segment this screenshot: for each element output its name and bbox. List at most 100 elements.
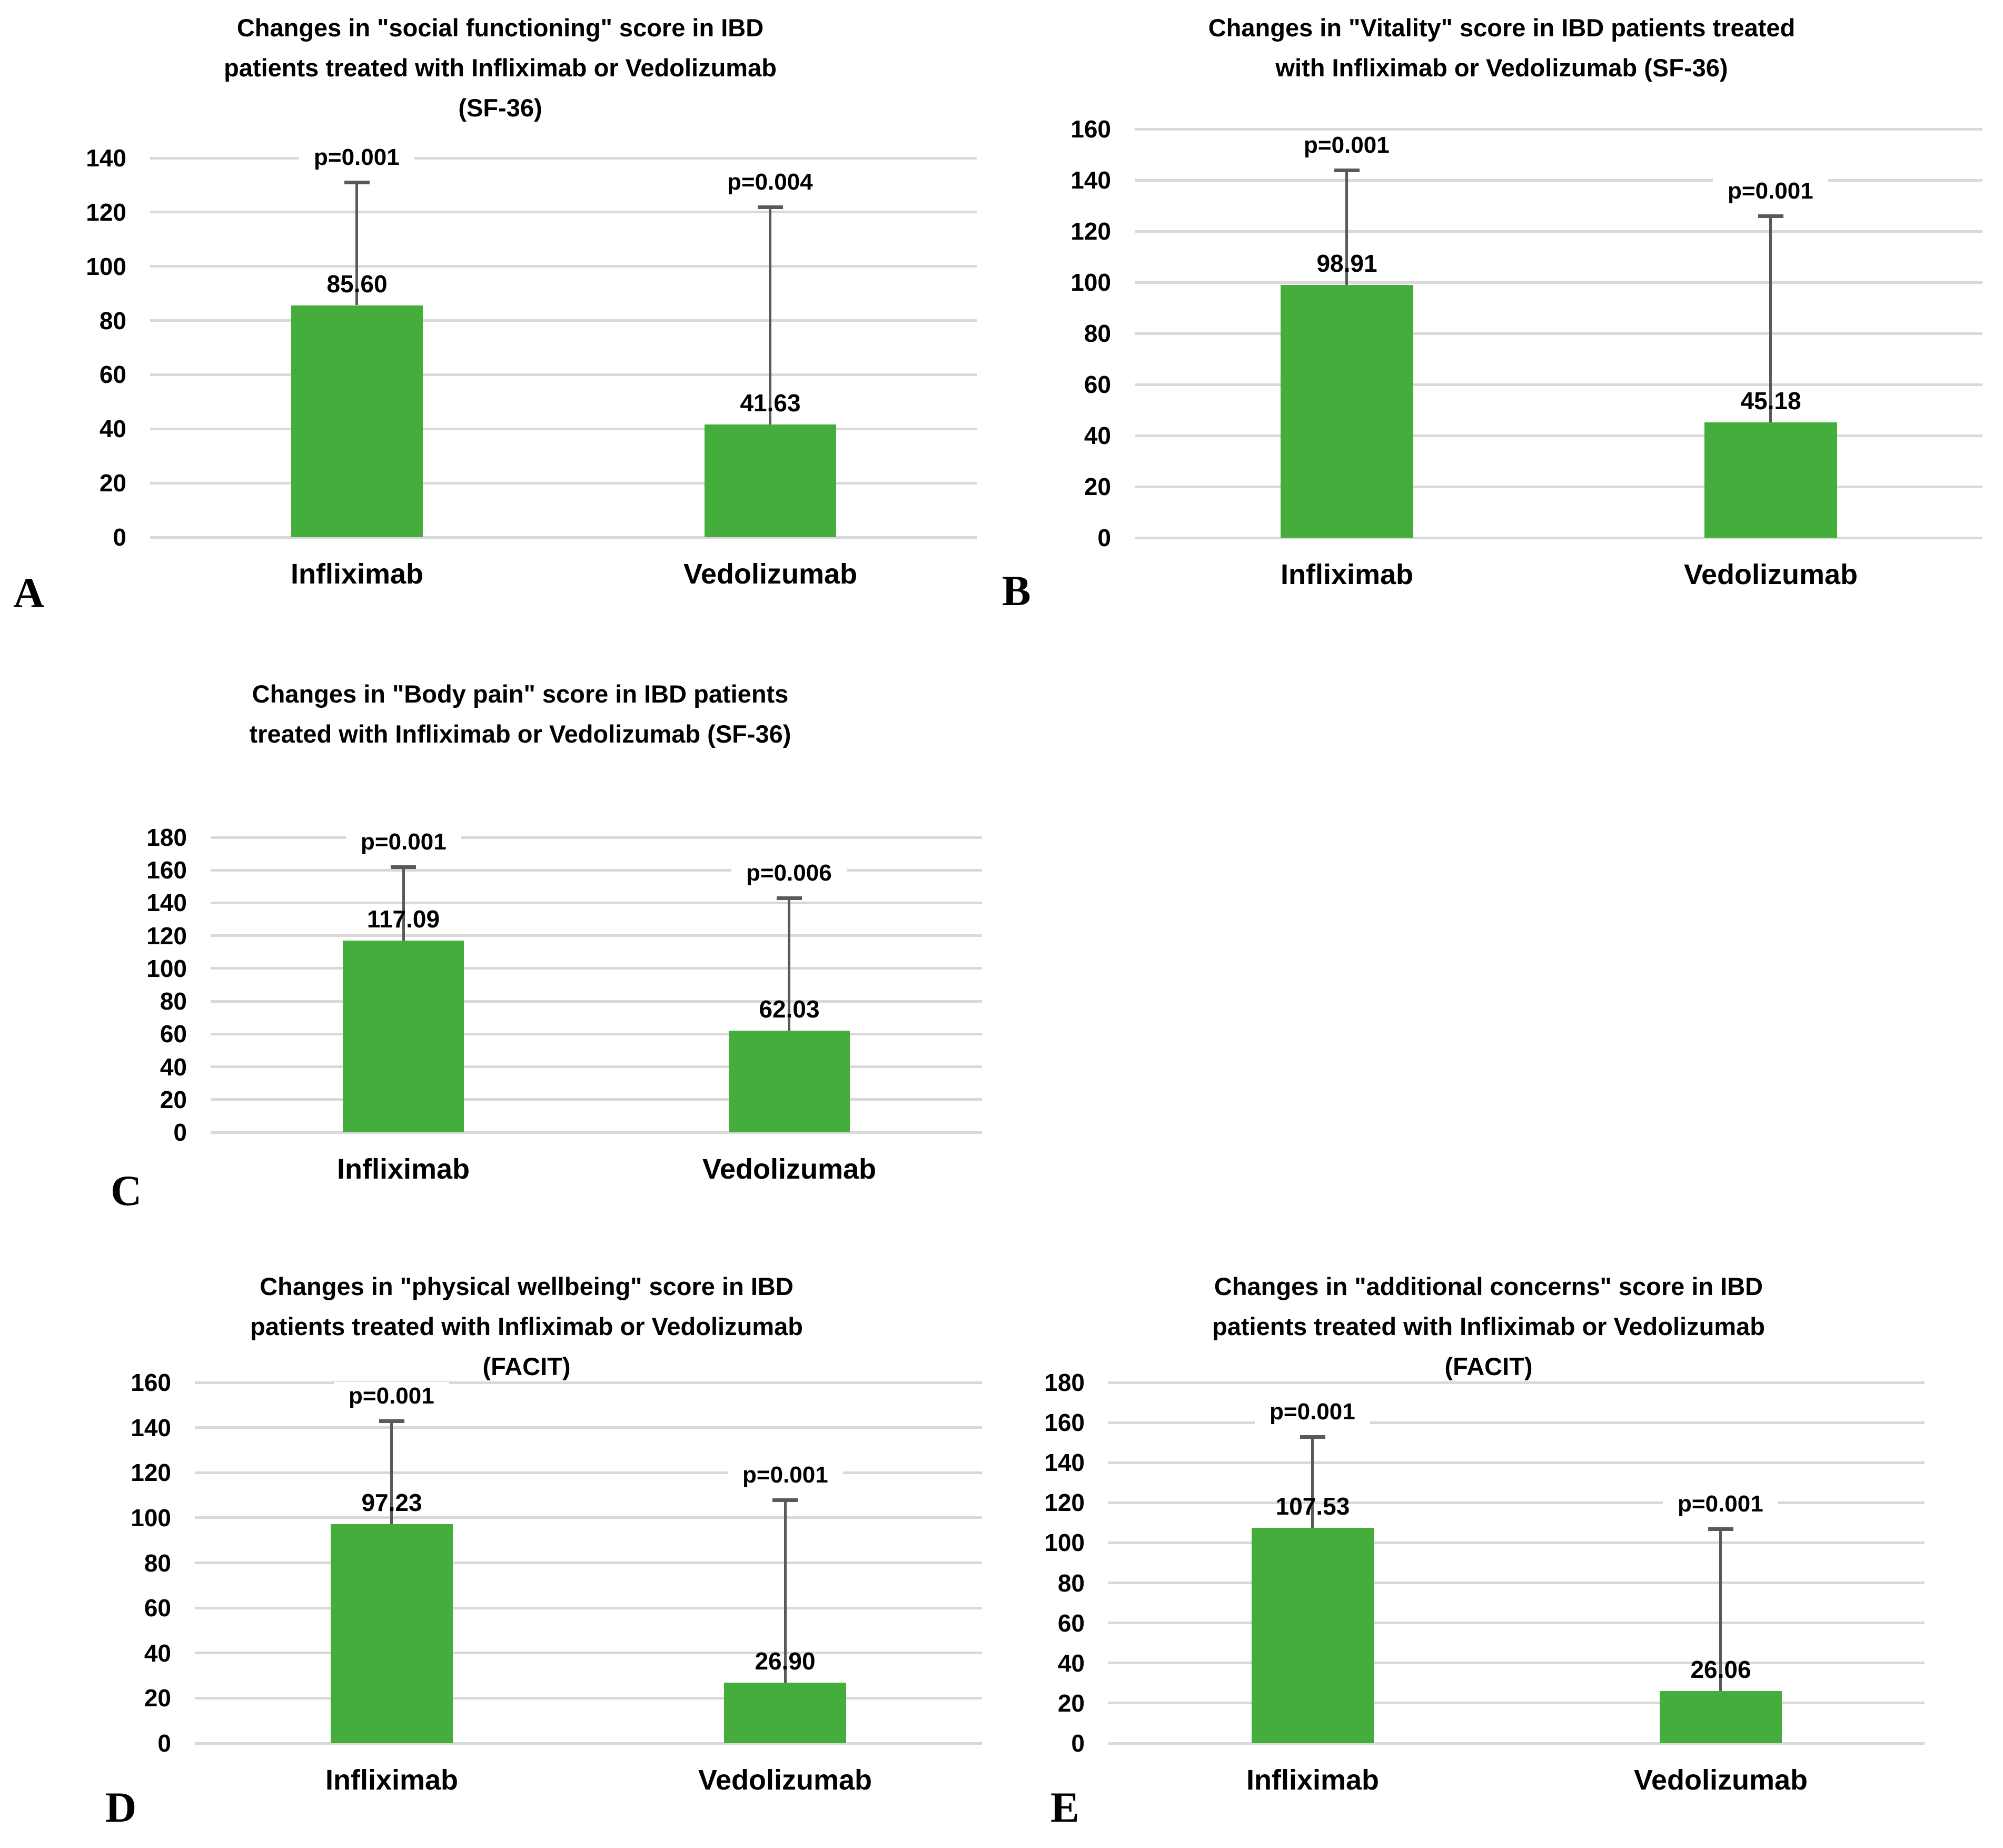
y-axis-tick-label: 80 [99, 307, 126, 334]
gridline-y40 [1108, 1662, 1925, 1664]
chart-title-line: (SF-36) [458, 94, 542, 122]
bar-vedolizumab [724, 1683, 846, 1743]
chart-panel-c: Changes in "Body pain" score in IBD pati… [47, 661, 993, 1243]
error-bar [1345, 170, 1348, 285]
gridline-y80 [195, 1562, 982, 1564]
gridline-y20 [211, 1098, 982, 1101]
gridline-y0 [195, 1742, 982, 1745]
chart-title: Changes in "additional concerns" score i… [1082, 1267, 1895, 1387]
chart-title-line: Changes in "Vitality" score in IBD patie… [1208, 14, 1796, 42]
gridline-y100 [1135, 281, 1982, 284]
y-axis-tick-label: 120 [146, 922, 187, 950]
error-bar-cap [391, 865, 416, 869]
y-axis-tick-label: 140 [146, 889, 187, 916]
gridline-y180 [1108, 1381, 1925, 1384]
bar-vedolizumab [729, 1031, 850, 1132]
y-axis-tick-label: 120 [131, 1459, 171, 1486]
p-value-label: p=0.004 [712, 168, 828, 196]
p-value-label: p=0.001 [1255, 1398, 1370, 1426]
chart-title-line: Changes in "Body pain" score in IBD pati… [252, 680, 789, 708]
bar-infliximab [343, 941, 464, 1132]
y-axis-tick-label: 0 [157, 1730, 171, 1757]
y-axis-tick-label: 100 [131, 1504, 171, 1531]
y-axis-tick-label: 160 [131, 1369, 171, 1396]
bar-infliximab [291, 305, 423, 537]
y-axis-tick-label: 80 [144, 1549, 171, 1577]
gridline-y80 [150, 319, 977, 322]
gridline-y40 [211, 1065, 982, 1068]
x-axis-category-label: Vedolizumab [702, 1153, 877, 1185]
chart-title-line: (FACIT) [482, 1352, 571, 1381]
error-bar [769, 207, 771, 424]
gridline-y20 [195, 1697, 982, 1699]
bar-value-label: 45.18 [1740, 387, 1801, 414]
chart-title-line: Changes in "social functioning" score in… [236, 14, 764, 42]
panel-letter-a: A [13, 569, 45, 617]
y-axis-tick-label: 0 [1071, 1730, 1085, 1757]
y-axis-tick-label: 60 [1084, 371, 1111, 398]
error-bar-cap [1758, 214, 1783, 218]
y-axis-tick-label: 60 [160, 1020, 187, 1047]
chart-title-line: Changes in "physical wellbeing" score in… [260, 1272, 794, 1300]
bar-infliximab [1281, 285, 1413, 538]
chart-panel-e: Changes in "additional concerns" score i… [1027, 1253, 1951, 1847]
bar-infliximab [1252, 1528, 1374, 1743]
gridline-y0 [211, 1131, 982, 1134]
p-value-label: p=0.001 [1289, 131, 1404, 160]
gridline-y140 [150, 157, 977, 160]
bar-vedolizumab [1660, 1691, 1782, 1743]
gridline-y80 [1135, 332, 1982, 335]
error-bar-cap [1334, 169, 1360, 172]
y-axis-tick-label: 120 [1070, 218, 1111, 245]
y-axis-tick-label: 40 [144, 1639, 171, 1667]
chart-title-line: treated with Infliximab or Vedolizumab (… [249, 720, 791, 748]
y-axis-tick-label: 40 [160, 1053, 187, 1081]
y-axis-tick-label: 100 [1070, 269, 1111, 296]
bar-value-label: 26.06 [1690, 1656, 1751, 1683]
gridline-y160 [195, 1381, 982, 1384]
x-axis-category-label: Infliximab [336, 1153, 470, 1185]
gridline-y100 [1108, 1541, 1925, 1544]
gridline-y140 [195, 1426, 982, 1429]
bar-value-label: 117.09 [366, 905, 440, 933]
error-bar-cap [344, 181, 370, 184]
y-axis-tick-label: 0 [1097, 524, 1111, 551]
chart-title: Changes in "Body pain" score in IBD pati… [104, 674, 936, 754]
chart-title-line: patients treated with Infliximab or Vedo… [250, 1312, 803, 1341]
chart-title: Changes in "social functioning" score in… [60, 8, 940, 128]
gridline-y0 [1135, 537, 1982, 539]
p-value-label: p=0.001 [334, 1382, 449, 1410]
gridline-y20 [150, 482, 977, 485]
chart-title: Changes in "Vitality" score in IBD patie… [1060, 8, 1943, 88]
y-axis-tick-label: 40 [1057, 1649, 1085, 1677]
error-bar [784, 1500, 787, 1683]
gridline-y160 [211, 869, 982, 872]
y-axis-tick-label: 60 [1057, 1609, 1085, 1637]
chart-title: Changes in "physical wellbeing" score in… [110, 1267, 944, 1387]
y-axis-tick-label: 20 [99, 469, 126, 497]
bar-value-label: 97.23 [361, 1489, 422, 1516]
gridline-y60 [150, 373, 977, 376]
y-axis-tick-label: 80 [1057, 1569, 1085, 1597]
y-axis-tick-label: 140 [86, 144, 126, 172]
gridline-y20 [1135, 486, 1982, 488]
chart-title-line: with Infliximab or Vedolizumab (SF-36) [1275, 54, 1728, 82]
error-bar-cap [379, 1419, 404, 1423]
gridline-y100 [211, 967, 982, 970]
chart-panel-d: Changes in "physical wellbeing" score in… [53, 1253, 1000, 1847]
x-axis-category-label: Vedolizumab [1633, 1764, 1808, 1796]
chart-title-line: patients treated with Infliximab or Vedo… [1212, 1312, 1765, 1341]
p-value-label: p=0.001 [1713, 177, 1828, 205]
error-bar [402, 867, 405, 941]
error-bar-cap [772, 1498, 798, 1502]
chart-panel-b: Changes in "Vitality" score in IBD patie… [1000, 0, 2003, 619]
gridline-y140 [211, 902, 982, 904]
p-value-label: p=0.001 [346, 828, 461, 856]
gridline-y140 [1135, 179, 1982, 182]
x-axis-category-label: Vedolizumab [683, 558, 858, 590]
gridline-y100 [150, 265, 977, 268]
p-value-label: p=0.001 [1663, 1490, 1778, 1518]
y-axis-tick-label: 180 [146, 824, 187, 851]
error-bar [1769, 216, 1772, 422]
y-axis-tick-label: 100 [146, 955, 187, 982]
